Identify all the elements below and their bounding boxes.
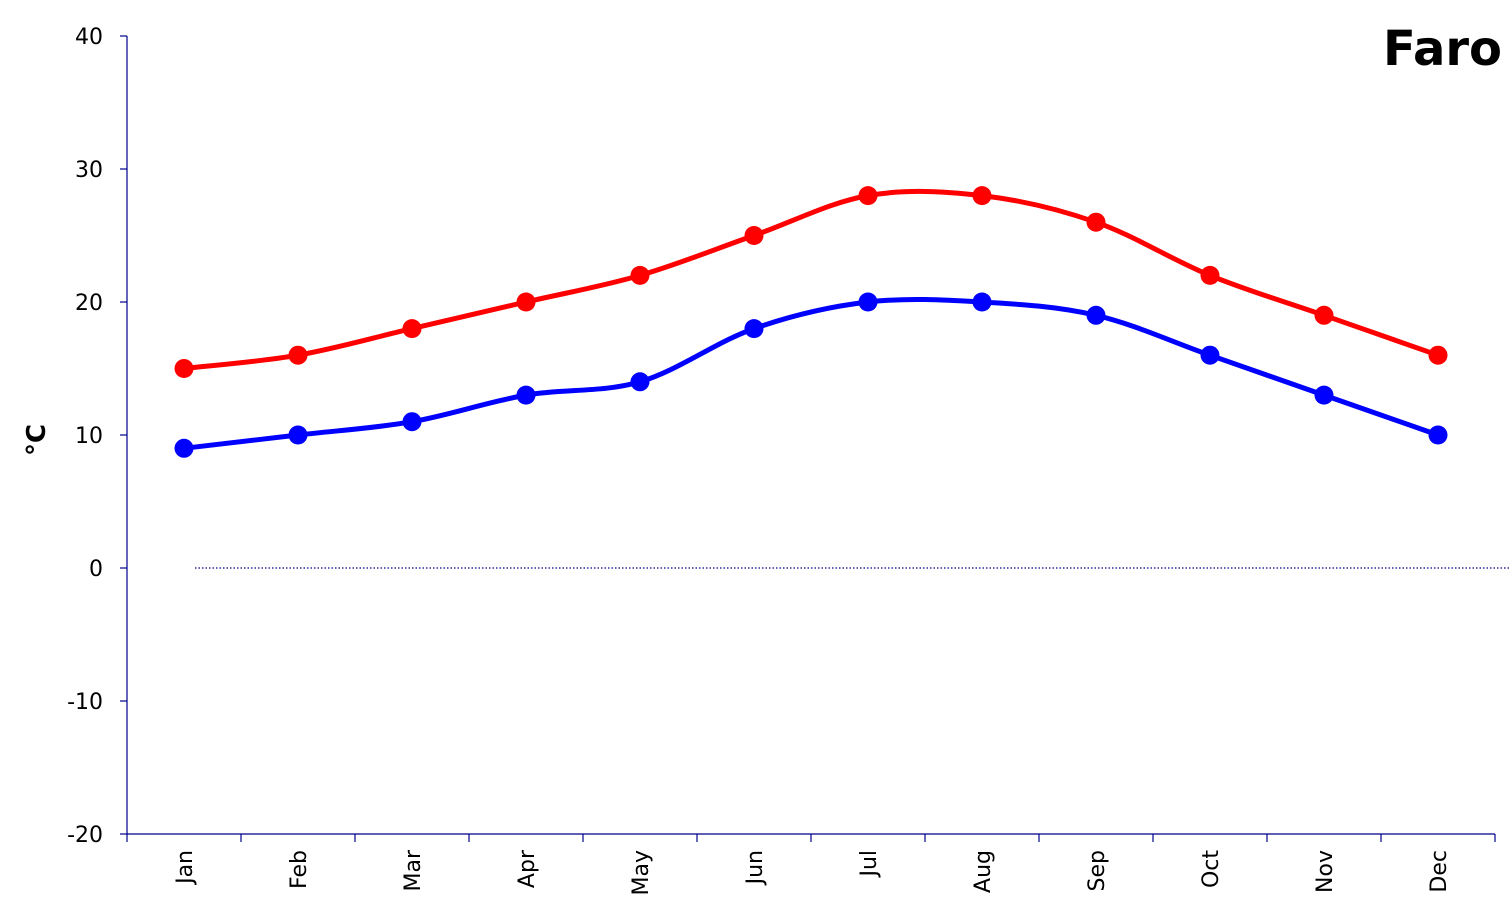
data-point bbox=[1200, 265, 1220, 285]
data-point bbox=[1428, 425, 1448, 445]
x-tick-label: Sep bbox=[1085, 850, 1110, 891]
x-tick-label: Dec bbox=[1427, 850, 1452, 893]
x-tick-label: Jan bbox=[173, 850, 198, 886]
data-point bbox=[1086, 212, 1106, 232]
x-tick-label: May bbox=[629, 850, 654, 895]
x-tick-label: Aug bbox=[971, 850, 996, 893]
data-point bbox=[402, 319, 422, 339]
data-point bbox=[1086, 305, 1106, 325]
data-point bbox=[174, 438, 194, 458]
x-tick-label: Apr bbox=[515, 849, 540, 888]
series-line-0 bbox=[181, 188, 1441, 371]
series-group bbox=[174, 186, 1448, 458]
data-point bbox=[972, 186, 992, 206]
data-point bbox=[630, 265, 650, 285]
y-tick-label: 10 bbox=[75, 424, 103, 449]
y-tick-label: 0 bbox=[89, 557, 103, 582]
y-tick-label: 20 bbox=[75, 291, 103, 316]
data-point bbox=[174, 359, 194, 378]
chart-title: Faro bbox=[1383, 21, 1502, 77]
data-point bbox=[1428, 345, 1448, 365]
y-tick-label: 40 bbox=[75, 25, 103, 50]
data-point bbox=[972, 292, 992, 312]
data-point bbox=[402, 412, 422, 432]
data-point bbox=[516, 385, 536, 405]
x-tick-label: Mar bbox=[401, 849, 426, 891]
data-point bbox=[516, 292, 536, 312]
data-point bbox=[858, 186, 878, 206]
data-point bbox=[630, 372, 650, 392]
x-tick-label: Nov bbox=[1313, 850, 1338, 893]
x-tick-label: Jun bbox=[743, 850, 768, 886]
data-point bbox=[1314, 385, 1334, 405]
y-tick-label: -10 bbox=[67, 690, 103, 715]
series-line-1 bbox=[181, 296, 1441, 451]
data-point bbox=[858, 292, 878, 312]
axes: -20 -10 0 10 20 30 40 Jan Feb Mar Apr May Jun Jul Aug S… bbox=[67, 25, 1496, 895]
y-tick-label: 30 bbox=[75, 158, 103, 183]
data-point bbox=[744, 226, 764, 245]
x-tick-label: Oct bbox=[1199, 850, 1224, 888]
data-point bbox=[288, 425, 308, 445]
y-tick-label: -20 bbox=[67, 823, 103, 848]
data-point bbox=[288, 345, 308, 365]
data-point bbox=[1314, 305, 1334, 325]
x-tick-label: Jul bbox=[857, 850, 882, 879]
x-tick-label: Feb bbox=[287, 850, 312, 889]
data-point bbox=[1200, 345, 1220, 365]
y-axis-label: °C bbox=[22, 424, 52, 456]
data-point bbox=[744, 319, 764, 339]
